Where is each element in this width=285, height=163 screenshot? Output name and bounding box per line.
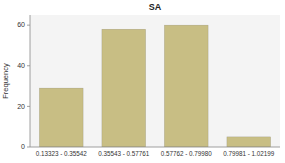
y-tick-label: 0 [21, 143, 25, 150]
chart-title: SA [149, 2, 162, 12]
bar [102, 29, 146, 147]
y-tick [27, 106, 30, 107]
bars [39, 25, 270, 147]
x-tick-label: 0.13323 - 0.35542 [36, 150, 88, 157]
y-tick [27, 147, 30, 148]
y-tick [27, 65, 30, 66]
y-tick-label: 60 [17, 21, 25, 28]
bar [39, 88, 83, 147]
x-tick-label: 0.35543 - 0.57761 [98, 150, 150, 157]
plot-background [30, 15, 280, 147]
y-axis-label: Frequency [1, 63, 10, 99]
bar [227, 137, 271, 147]
chart-svg: 0 20 40 60 0.13323 - 0.35542 0.35543 - 0.5776… [0, 0, 285, 163]
bar [164, 25, 208, 147]
x-tick-label: 0.79981 - 1.02199 [223, 150, 275, 157]
y-axis-line [30, 15, 31, 147]
x-tick-label: 0.57762 - 0.79980 [161, 150, 213, 157]
x-axis-line [30, 147, 280, 148]
y-tick-label: 40 [17, 62, 25, 69]
y-tick [27, 25, 30, 26]
chart-container: 0 20 40 60 0.13323 - 0.35542 0.35543 - 0.5776… [0, 0, 285, 163]
y-tick-label: 20 [17, 103, 25, 110]
